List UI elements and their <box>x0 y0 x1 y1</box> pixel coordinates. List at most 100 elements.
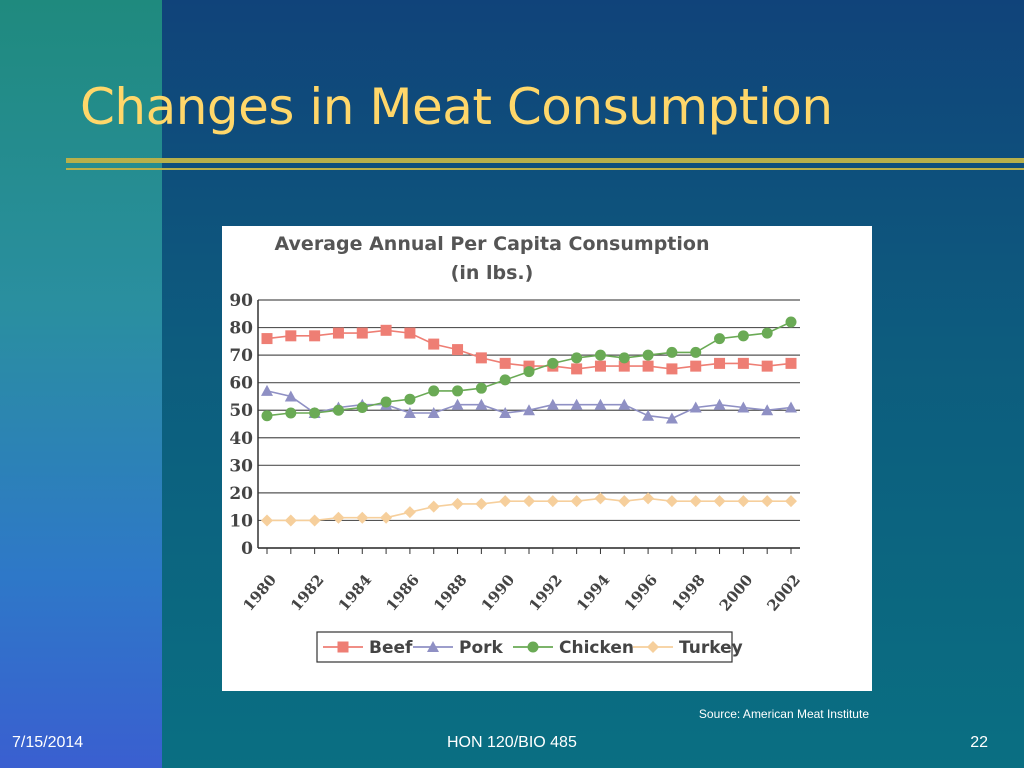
chart-legend: Beef Pork Chicken Turkey <box>316 631 743 663</box>
turkey-marker <box>475 497 488 510</box>
chicken-marker <box>761 327 773 339</box>
title-underline-thin <box>66 168 1024 170</box>
pork-marker <box>785 401 797 413</box>
chicken-legend-marker <box>527 641 539 653</box>
chicken-marker <box>594 349 606 361</box>
pork-marker <box>665 412 678 424</box>
beef-marker <box>714 357 726 369</box>
turkey-marker <box>642 492 655 505</box>
beef-marker <box>356 327 368 339</box>
pork-marker <box>594 398 607 410</box>
footer-course: HON 120/BIO 485 <box>447 734 577 751</box>
turkey-marker <box>665 495 678 508</box>
chicken-marker <box>547 357 559 369</box>
turkey-legend-marker <box>647 641 659 653</box>
chicken-marker <box>475 382 487 394</box>
y-tick-label: 0 <box>241 539 253 559</box>
chicken-marker <box>309 407 321 419</box>
pork-marker <box>499 406 512 418</box>
chicken-marker <box>261 410 273 422</box>
chicken-marker <box>714 333 726 345</box>
x-tick-label: 2002 <box>763 571 804 615</box>
footer-date: 7/15/2014 <box>12 734 84 751</box>
x-tick-label: 1998 <box>668 571 709 615</box>
turkey-marker <box>713 495 726 508</box>
chicken-marker <box>690 346 702 358</box>
x-tick-label: 1986 <box>382 571 423 615</box>
pork-marker <box>570 398 583 410</box>
x-tick-label: 1994 <box>573 571 614 615</box>
pork-marker <box>713 398 726 410</box>
beef-marker <box>452 344 464 356</box>
pork-marker <box>761 404 774 416</box>
turkey-marker <box>308 514 321 527</box>
chart-panel: Average Annual Per Capita Consumption (i… <box>222 226 872 691</box>
turkey-marker <box>570 495 583 508</box>
beef-marker <box>475 352 487 364</box>
turkey-marker <box>523 495 535 508</box>
chicken-marker <box>404 393 416 405</box>
pork-marker <box>523 404 535 416</box>
turkey-marker <box>356 511 369 524</box>
turkey-marker <box>427 500 440 513</box>
footer-page-number: 22 <box>970 734 988 751</box>
beef-marker <box>690 360 702 372</box>
chart-title: Average Annual Per Capita Consumption <box>275 233 710 255</box>
beef-marker <box>642 360 654 372</box>
turkey-marker <box>451 497 464 510</box>
pork-legend-label: Pork <box>459 638 504 658</box>
beef-legend-marker <box>337 641 349 653</box>
beef-marker <box>523 360 535 372</box>
turkey-marker <box>499 495 512 508</box>
pork-marker <box>618 398 631 410</box>
chart-series <box>261 316 797 527</box>
beef-marker <box>309 330 321 342</box>
chicken-marker <box>642 349 654 361</box>
turkey-marker <box>618 495 631 508</box>
x-tick-label: 1980 <box>239 571 280 615</box>
title-underline <box>66 158 1024 163</box>
turkey-marker <box>737 495 750 508</box>
beef-marker <box>499 357 511 369</box>
chicken-marker <box>452 385 464 397</box>
chart-subtitle: (in lbs.) <box>451 262 534 284</box>
slide-title: Changes in Meat Consumption <box>80 78 833 136</box>
y-tick-label: 60 <box>229 374 253 394</box>
beef-marker <box>261 333 273 345</box>
pork-marker <box>427 406 440 418</box>
beef-marker <box>785 357 797 369</box>
chicken-marker <box>428 385 440 397</box>
chicken-marker <box>571 352 583 364</box>
chicken-marker <box>332 404 344 416</box>
y-tick-label: 90 <box>229 291 253 311</box>
turkey-marker <box>332 511 345 524</box>
chicken-marker <box>618 352 630 364</box>
turkey-marker <box>261 514 273 527</box>
chart-gridlines <box>258 299 800 549</box>
y-tick-label: 10 <box>229 511 253 531</box>
chicken-marker <box>666 346 678 358</box>
turkey-legend-label: Turkey <box>679 638 743 658</box>
beef-marker <box>737 357 749 369</box>
turkey-marker <box>785 495 797 508</box>
beef-marker <box>666 363 678 375</box>
x-tick-label: 1992 <box>525 571 566 615</box>
turkey-marker <box>403 506 416 519</box>
pork-marker <box>261 384 273 396</box>
x-tick-label: 2000 <box>716 571 757 615</box>
consumption-line-chart: Average Annual Per Capita Consumption (i… <box>229 233 804 663</box>
turkey-marker <box>284 514 297 527</box>
beef-marker <box>380 324 392 336</box>
x-tick-label: 1982 <box>287 571 328 615</box>
pork-marker <box>642 409 655 421</box>
beef-marker <box>594 360 606 372</box>
pork-marker <box>689 401 702 413</box>
turkey-marker <box>761 495 774 508</box>
x-tick-label: 1996 <box>621 571 662 615</box>
slide-background-left <box>0 0 162 768</box>
chicken-marker <box>523 366 535 378</box>
pork-marker <box>284 390 297 402</box>
y-tick-label: 20 <box>229 484 253 504</box>
chicken-marker <box>380 396 392 408</box>
y-tick-label: 50 <box>229 401 253 421</box>
